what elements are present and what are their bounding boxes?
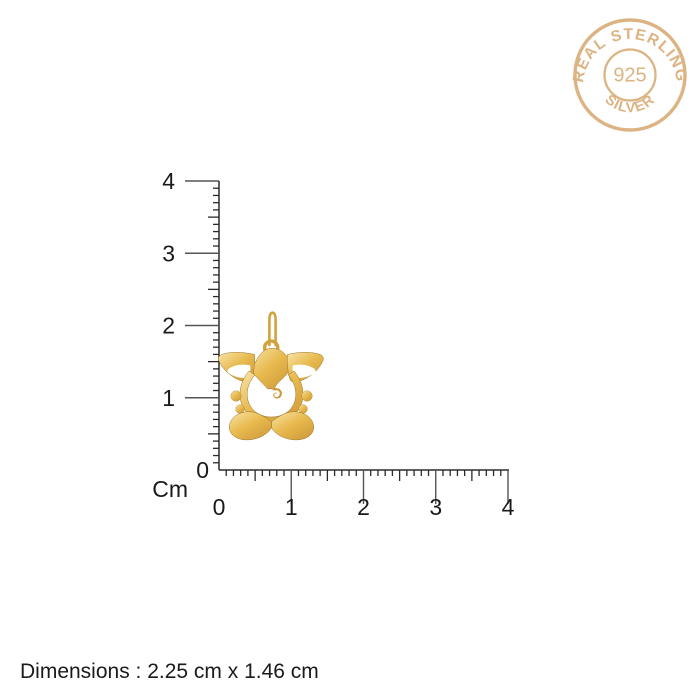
svg-text:4: 4 bbox=[502, 494, 515, 520]
svg-text:2: 2 bbox=[162, 313, 175, 339]
svg-text:4: 4 bbox=[162, 168, 175, 194]
svg-text:0: 0 bbox=[196, 457, 209, 483]
svg-text:925: 925 bbox=[613, 65, 646, 87]
svg-text:Cm: Cm bbox=[152, 476, 188, 502]
svg-text:3: 3 bbox=[162, 240, 175, 266]
svg-text:SILVER: SILVER bbox=[602, 92, 659, 117]
svg-text:3: 3 bbox=[429, 494, 442, 520]
svg-text:2: 2 bbox=[357, 494, 370, 520]
svg-text:1: 1 bbox=[285, 494, 298, 520]
svg-text:1: 1 bbox=[162, 385, 175, 411]
svg-text:Dimensions : 2.25 cm x 1.46 cm: Dimensions : 2.25 cm x 1.46 cm bbox=[20, 660, 319, 683]
svg-text:0: 0 bbox=[213, 494, 226, 520]
